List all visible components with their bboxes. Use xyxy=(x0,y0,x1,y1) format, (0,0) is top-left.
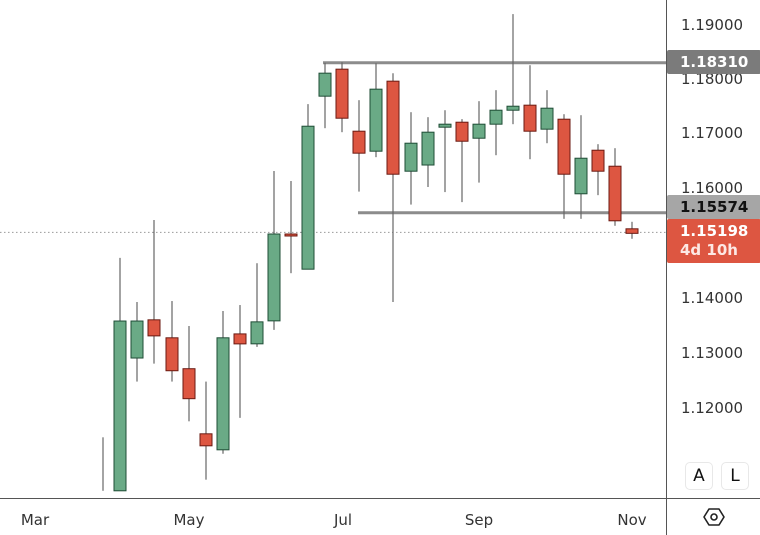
bullish-candle xyxy=(318,72,332,97)
bearish-candle xyxy=(284,233,298,237)
bullish-candle xyxy=(506,105,520,111)
bearish-candle xyxy=(335,68,349,119)
price-tick: 1.19000 xyxy=(681,16,744,34)
bullish-candle xyxy=(216,337,230,451)
price-tick: 1.14000 xyxy=(681,289,744,307)
bullish-candle xyxy=(369,88,383,152)
bar-countdown: 4d 10h xyxy=(680,241,738,259)
bearish-candle xyxy=(591,149,605,172)
auto-scale-button[interactable]: A xyxy=(685,462,713,490)
bullish-candle xyxy=(421,131,435,166)
current-price-tag: 1.15198 4d 10h xyxy=(667,219,760,263)
bullish-candle xyxy=(250,321,264,345)
bearish-candle xyxy=(523,104,537,132)
bullish-candle xyxy=(472,123,486,139)
bearish-candle xyxy=(147,319,161,337)
hexagon-settings-icon xyxy=(702,508,725,526)
chart-plot-area[interactable] xyxy=(0,0,666,498)
price-axis[interactable]: 1.19000 1.18000 1.17000 1.16000 1.14000 … xyxy=(666,0,760,498)
bullish-candle xyxy=(540,107,554,130)
price-tick: 1.13000 xyxy=(681,344,744,362)
time-axis[interactable]: Mar May Jul Sep Nov xyxy=(0,498,666,535)
price-tick: 1.17000 xyxy=(681,124,744,142)
candlestick-series xyxy=(0,14,666,492)
bullish-candle xyxy=(267,233,281,322)
log-scale-button[interactable]: L xyxy=(721,462,749,490)
bearish-candle xyxy=(233,333,247,345)
price-tick: 1.12000 xyxy=(681,399,744,417)
bearish-candle xyxy=(557,118,571,175)
time-tick: Nov xyxy=(617,511,647,529)
bearish-candle xyxy=(455,121,469,142)
bearish-candle xyxy=(608,165,622,222)
bearish-candle xyxy=(182,368,196,400)
bearish-candle xyxy=(352,130,366,154)
bearish-candle xyxy=(386,80,400,175)
price-tick: 1.18000 xyxy=(681,70,744,88)
level-price-tag-mid: 1.15574 xyxy=(667,195,760,219)
bearish-candle xyxy=(199,433,213,447)
bullish-candle xyxy=(113,320,127,492)
bearish-candle xyxy=(625,228,639,234)
bullish-candle xyxy=(404,142,418,172)
bullish-candle xyxy=(301,125,315,270)
time-tick: May xyxy=(173,511,205,529)
bearish-candle xyxy=(165,337,179,372)
time-tick: Sep xyxy=(464,511,494,529)
current-price-value: 1.15198 xyxy=(680,222,749,240)
level-price-tag-top: 1.18310 xyxy=(667,50,760,74)
bullish-candle xyxy=(438,123,452,128)
bullish-candle xyxy=(489,109,503,125)
bullish-candle xyxy=(130,320,144,359)
price-tick: 1.16000 xyxy=(681,179,744,197)
bullish-candle xyxy=(574,157,588,195)
time-tick: Mar xyxy=(20,511,50,529)
chart-settings-button[interactable] xyxy=(666,498,760,535)
time-tick: Jul xyxy=(333,511,353,529)
